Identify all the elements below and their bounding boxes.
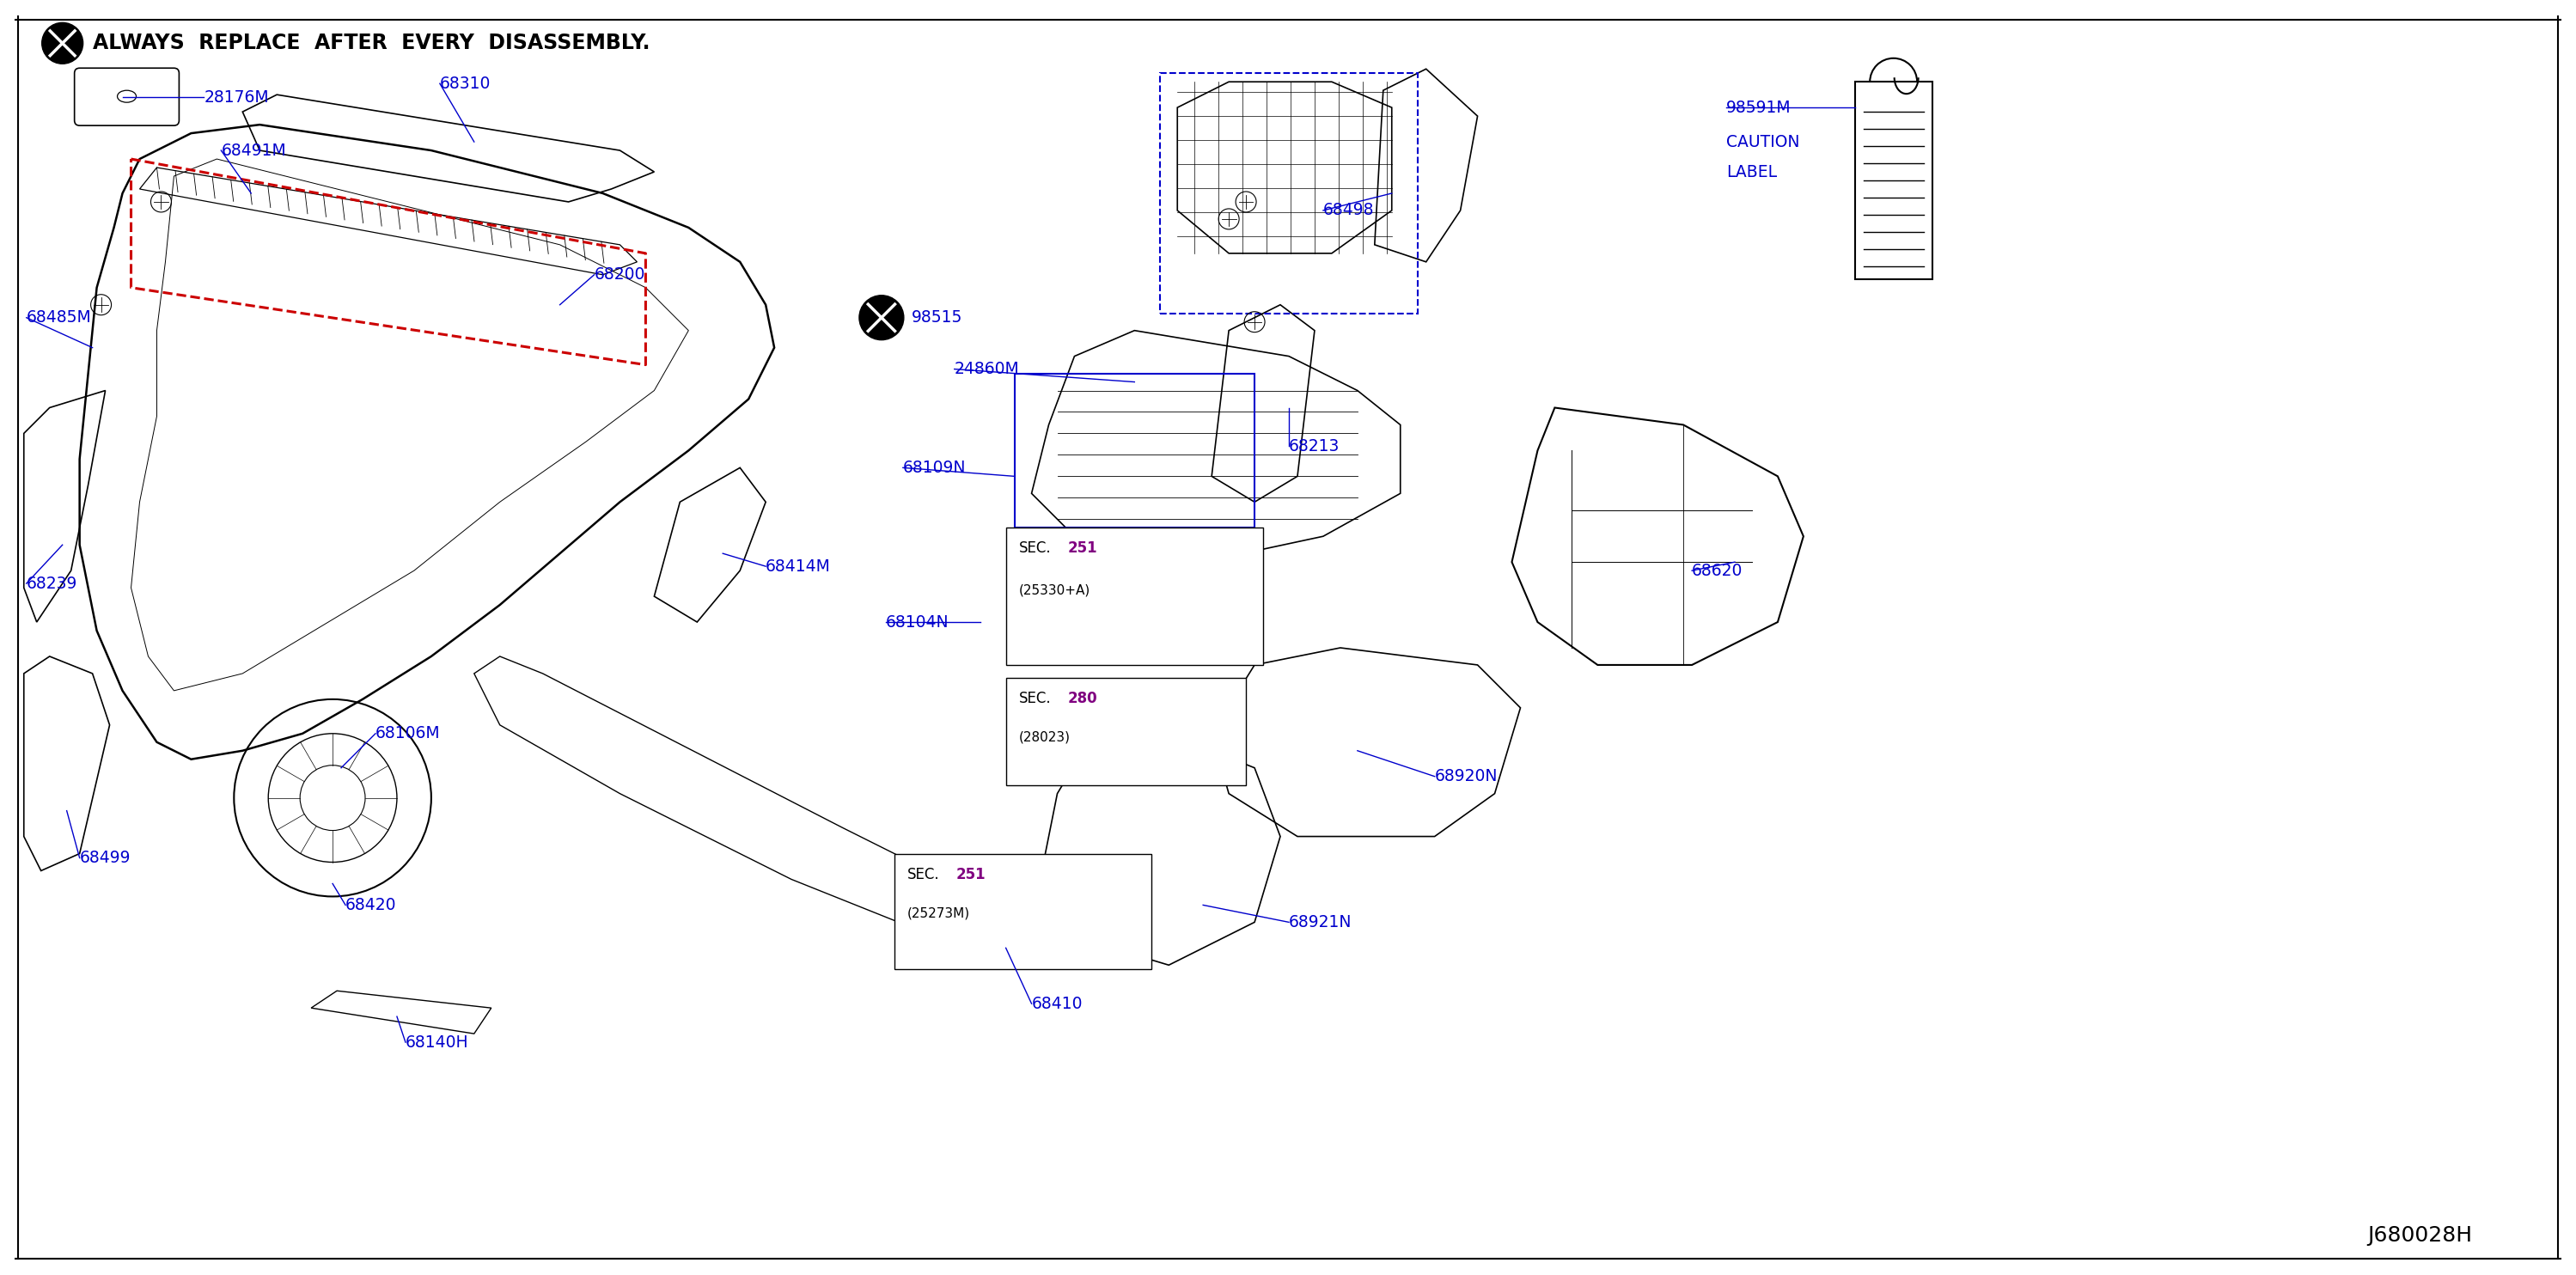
Text: 68213: 68213 xyxy=(1288,439,1340,454)
Text: SEC.: SEC. xyxy=(1018,691,1051,706)
Bar xyxy=(1005,528,1262,666)
Text: 98515: 98515 xyxy=(912,310,963,326)
Text: (25273M): (25273M) xyxy=(907,907,971,919)
Text: 68498: 68498 xyxy=(1324,203,1373,218)
Text: 68414M: 68414M xyxy=(765,558,832,575)
Text: 68920N: 68920N xyxy=(1435,769,1497,784)
Text: 68420: 68420 xyxy=(345,896,397,913)
Circle shape xyxy=(860,296,904,340)
Text: 68620: 68620 xyxy=(1692,562,1744,579)
Text: (28023): (28023) xyxy=(1018,731,1069,743)
Text: ALWAYS  REPLACE  AFTER  EVERY  DISASSEMBLY.: ALWAYS REPLACE AFTER EVERY DISASSEMBLY. xyxy=(93,33,649,54)
Bar xyxy=(894,853,1151,969)
Text: 68109N: 68109N xyxy=(904,459,966,476)
Text: 68485M: 68485M xyxy=(26,310,93,326)
Text: 98591M: 98591M xyxy=(1726,99,1790,116)
Text: 68491M: 68491M xyxy=(222,143,286,158)
Text: 251: 251 xyxy=(956,867,987,882)
Text: CAUTION: CAUTION xyxy=(1726,134,1801,150)
Circle shape xyxy=(41,23,82,64)
Text: SEC.: SEC. xyxy=(1018,541,1051,556)
Text: 68106M: 68106M xyxy=(376,725,440,742)
Text: 251: 251 xyxy=(1066,541,1097,556)
Text: 68410: 68410 xyxy=(1030,996,1082,1012)
Text: (25330+A): (25330+A) xyxy=(1018,584,1090,597)
Text: 280: 280 xyxy=(1066,691,1097,706)
Text: 28176M: 28176M xyxy=(204,89,268,106)
Text: 24860M: 24860M xyxy=(953,361,1020,377)
Text: 68239: 68239 xyxy=(26,575,77,592)
Bar xyxy=(1015,374,1255,528)
Text: LABEL: LABEL xyxy=(1726,163,1777,180)
Bar xyxy=(1159,73,1417,314)
Text: J680028H: J680028H xyxy=(2367,1225,2473,1246)
Bar xyxy=(1005,678,1247,785)
Text: SEC.: SEC. xyxy=(907,867,940,882)
Text: 68140H: 68140H xyxy=(404,1034,469,1051)
Text: 68200: 68200 xyxy=(595,266,644,283)
Text: 68921N: 68921N xyxy=(1288,914,1352,931)
Text: 68104N: 68104N xyxy=(886,613,948,630)
Text: 68499: 68499 xyxy=(80,849,131,866)
Text: 68310: 68310 xyxy=(440,75,492,92)
